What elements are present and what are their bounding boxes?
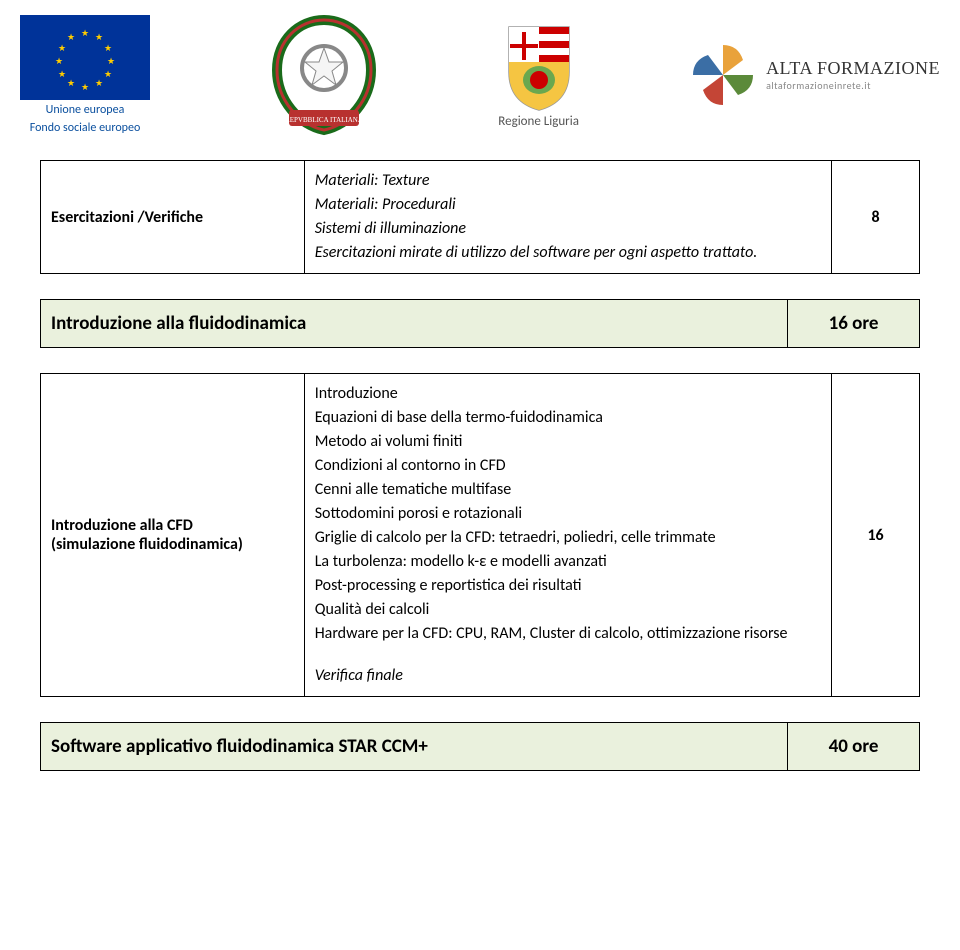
content-line: La turbolenza: modello k-ε e modelli ava… <box>315 550 821 574</box>
content-line: Sistemi di illuminazione <box>315 217 821 241</box>
section-row: Introduzione alla fluidodinamica 16 ore <box>41 300 920 348</box>
verify-text: Verifica finale <box>315 664 821 688</box>
content-line: Esercitazioni mirate di utilizzo del sof… <box>315 241 821 265</box>
header-logos: ★ ★ ★ ★ ★ ★ ★ ★ ★ ★ ★ ★ Unione europea F… <box>0 0 960 160</box>
row-label: Introduzione alla CFD (simulazione fluid… <box>41 374 305 697</box>
content-line: Condizioni al contorno in CFD <box>315 454 821 478</box>
alta-pinwheel-icon <box>688 40 758 110</box>
eu-logo-block: ★ ★ ★ ★ ★ ★ ★ ★ ★ ★ ★ ★ Unione europea F… <box>20 15 150 135</box>
section-header-fluidodinamica: Introduzione alla fluidodinamica 16 ore <box>40 299 920 348</box>
content-line: Materiali: Texture <box>315 169 821 193</box>
eu-caption-line2: Fondo sociale europeo <box>30 121 141 135</box>
liguria-logo-block: Regione Liguria <box>498 22 579 129</box>
esercitazioni-table: Esercitazioni /Verifiche Materiali: Text… <box>40 160 920 274</box>
section-title: Software applicativo fluidodinamica STAR… <box>41 723 788 771</box>
content-area: Esercitazioni /Verifiche Materiali: Text… <box>0 160 960 771</box>
table-row: Introduzione alla CFD (simulazione fluid… <box>41 374 920 697</box>
content-line: Griglie di calcolo per la CFD: tetraedri… <box>315 526 821 550</box>
section-header-star-ccm: Software applicativo fluidodinamica STAR… <box>40 722 920 771</box>
content-line: Post-processing e reportistica dei risul… <box>315 574 821 598</box>
row-label: Esercitazioni /Verifiche <box>41 161 305 274</box>
content-line: Cenni alle tematiche multifase <box>315 478 821 502</box>
eu-stars: ★ ★ ★ ★ ★ ★ ★ ★ ★ ★ ★ ★ <box>55 28 115 88</box>
row-hours: 8 <box>832 161 920 274</box>
content-line: Equazioni di base della termo-fuidodinam… <box>315 406 821 430</box>
row-label-line2: (simulazione fluidodinamica) <box>51 535 294 554</box>
liguria-caption: Regione Liguria <box>498 114 579 129</box>
content-line: Hardware per la CFD: CPU, RAM, Cluster d… <box>315 622 821 646</box>
alta-title: ALTA FORMAZIONE <box>766 58 940 79</box>
section-title: Introduzione alla fluidodinamica <box>41 300 788 348</box>
row-content: Introduzione Equazioni di base della ter… <box>304 374 831 697</box>
liguria-shield-icon <box>504 22 574 112</box>
alta-text: ALTA FORMAZIONE altaformazioneinrete.it <box>766 58 940 92</box>
eu-flag: ★ ★ ★ ★ ★ ★ ★ ★ ★ ★ ★ ★ <box>20 15 150 100</box>
content-line: Sottodomini porosi e rotazionali <box>315 502 821 526</box>
italy-emblem: REPVBBLICA ITALIANA <box>259 10 389 140</box>
content-line: Materiali: Procedurali <box>315 193 821 217</box>
row-hours: 16 <box>832 374 920 697</box>
content-line: Metodo ai volumi finiti <box>315 430 821 454</box>
row-content: Materiali: Texture Materiali: Procedural… <box>304 161 831 274</box>
row-label-line1: Introduzione alla CFD <box>51 516 294 535</box>
content-line: Qualità dei calcoli <box>315 598 821 622</box>
table-row: Esercitazioni /Verifiche Materiali: Text… <box>41 161 920 274</box>
section-hours: 40 ore <box>788 723 920 771</box>
content-line: Introduzione <box>315 382 821 406</box>
alta-subtitle: altaformazioneinrete.it <box>766 79 940 92</box>
svg-text:REPVBBLICA ITALIANA: REPVBBLICA ITALIANA <box>285 116 363 124</box>
section-hours: 16 ore <box>788 300 920 348</box>
alta-logo-block: ALTA FORMAZIONE altaformazioneinrete.it <box>688 40 940 110</box>
section-row: Software applicativo fluidodinamica STAR… <box>41 723 920 771</box>
cfd-table: Introduzione alla CFD (simulazione fluid… <box>40 373 920 697</box>
eu-caption-line1: Unione europea <box>46 103 125 117</box>
